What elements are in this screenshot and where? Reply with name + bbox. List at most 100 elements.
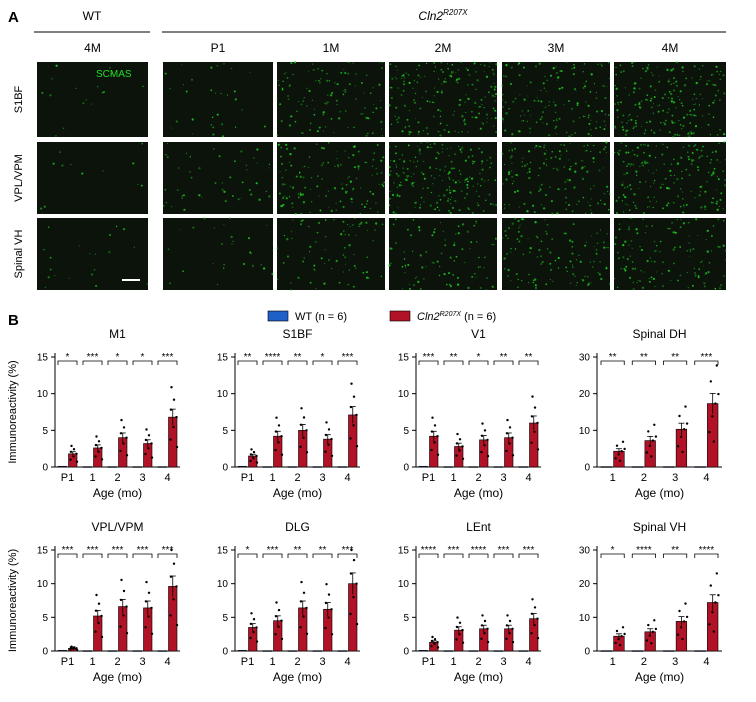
signal-dot <box>532 281 535 284</box>
data-point <box>436 453 440 456</box>
signal-dot <box>549 268 553 272</box>
signal-dot <box>318 195 320 197</box>
signal-dot <box>285 72 287 74</box>
signal-dot <box>388 197 391 200</box>
signal-dot <box>102 91 105 94</box>
signal-dot <box>504 229 507 233</box>
y-tick-label: 5 <box>403 426 409 437</box>
signal-dot <box>348 244 351 247</box>
signal-dot <box>470 241 473 244</box>
data-point <box>175 445 179 449</box>
signal-dot <box>303 97 305 99</box>
signal-dot <box>528 167 531 171</box>
signal-dot <box>440 91 443 94</box>
signal-dot <box>450 75 453 78</box>
data-point <box>299 423 303 426</box>
signal-dot <box>545 232 549 235</box>
signal-dot <box>335 209 338 211</box>
data-point <box>651 439 655 442</box>
signal-dot <box>646 259 649 263</box>
signal-dot <box>489 61 491 63</box>
signal-dot <box>411 250 414 252</box>
signal-dot <box>298 196 300 199</box>
signal-dot <box>464 181 466 183</box>
signal-dot <box>433 142 436 145</box>
significance-bracket <box>631 360 656 365</box>
signal-dot <box>480 178 484 181</box>
data-point <box>125 605 128 608</box>
micrograph-background <box>277 62 385 137</box>
signal-dot <box>444 165 447 168</box>
signal-dot <box>705 238 707 241</box>
data-point <box>530 415 534 418</box>
y-tick-label: 10 <box>579 426 591 437</box>
signal-dot <box>437 108 440 112</box>
signal-dot <box>439 168 442 171</box>
signal-dot <box>690 113 693 117</box>
signal-dot <box>483 180 485 182</box>
data-point <box>144 626 147 629</box>
data-point <box>300 580 303 584</box>
signal-dot <box>539 118 542 121</box>
signal-dot <box>681 177 683 180</box>
signal-dot <box>675 61 678 64</box>
signal-dot <box>481 168 484 171</box>
x-tick-label: 4 <box>164 472 170 484</box>
signal-dot <box>485 288 487 291</box>
x-axis-label: Age (mo) <box>93 670 142 684</box>
signal-dot <box>361 221 363 223</box>
signal-dot <box>572 73 575 76</box>
signal-dot <box>536 255 539 258</box>
signal-dot <box>340 71 343 74</box>
signal-dot <box>662 285 664 287</box>
signal-dot <box>283 195 285 197</box>
signal-dot <box>571 240 574 243</box>
panel-b-label: B <box>8 312 19 329</box>
signal-dot <box>471 160 474 163</box>
data-point <box>349 437 352 440</box>
signal-dot <box>527 110 529 112</box>
signal-dot <box>318 126 321 129</box>
data-point <box>147 615 150 618</box>
signal-dot <box>587 276 589 278</box>
signal-dot <box>670 174 672 177</box>
signal-dot <box>602 167 604 169</box>
signal-dot <box>682 222 686 225</box>
signal-dot <box>563 103 565 106</box>
signal-dot <box>403 76 406 79</box>
signal-dot <box>676 133 679 136</box>
signal-dot <box>372 158 375 161</box>
signal-dot <box>278 142 280 144</box>
signal-dot <box>603 120 606 123</box>
signal-dot <box>371 174 373 176</box>
signal-dot <box>485 199 487 202</box>
signal-dot <box>454 181 457 184</box>
signal-dot <box>320 257 323 260</box>
data-point <box>508 632 511 635</box>
x-axis-label: Age (mo) <box>273 670 322 684</box>
signal-dot <box>388 174 391 176</box>
signal-dot <box>604 146 607 148</box>
data-point <box>274 615 278 618</box>
data-point <box>280 619 283 622</box>
signal-dot <box>495 204 497 206</box>
signal-dot <box>521 120 523 122</box>
signal-dot <box>334 82 336 84</box>
data-point <box>614 457 617 460</box>
signal-dot <box>475 116 478 119</box>
signal-dot <box>297 193 299 195</box>
signal-dot <box>624 186 626 189</box>
significance-bracket <box>631 553 656 558</box>
signal-dot <box>401 130 404 133</box>
signal-dot <box>303 257 305 259</box>
data-point <box>455 442 459 445</box>
data-point <box>72 455 75 458</box>
signal-dot <box>403 258 406 260</box>
signal-dot <box>448 189 451 191</box>
signal-dot <box>423 160 425 162</box>
data-point <box>277 424 281 427</box>
signal-dot <box>606 190 609 193</box>
significance-label: *** <box>267 545 279 556</box>
signal-dot <box>509 83 513 86</box>
